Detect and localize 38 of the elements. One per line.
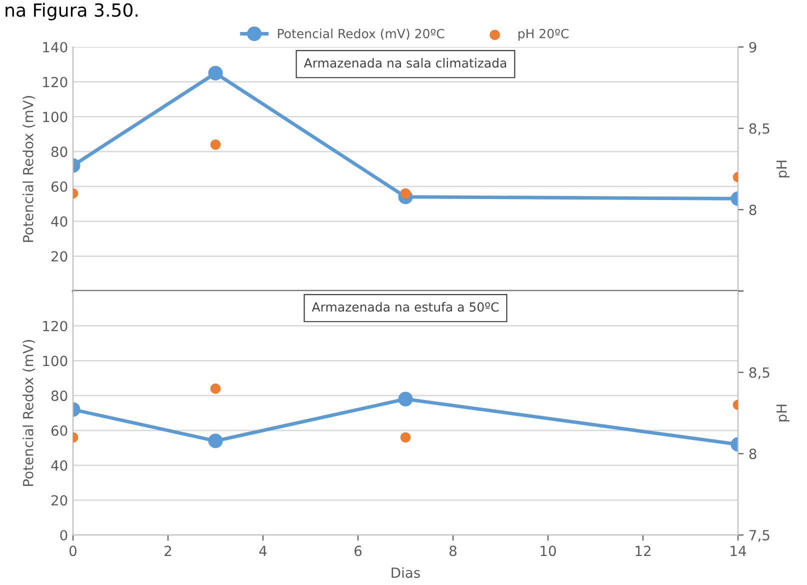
y-tick-label: 100 (43, 112, 68, 122)
y2-tick-label: 8,5 (749, 123, 770, 136)
x-tick-label: 12 (636, 546, 650, 556)
y-tick-label: 20 (51, 495, 68, 506)
x-tick-label: 2 (164, 546, 172, 556)
y2-tick-label: 8 (749, 448, 756, 460)
y-tick-label: 140 (43, 42, 68, 52)
y2-tick-label: 9 (749, 42, 756, 52)
y-tick-label: 0 (60, 530, 68, 540)
text: Armazenada na estufa a 50ºC (312, 302, 499, 312)
y-tick-label: 120 (43, 76, 68, 88)
legend-label: Potencial Redox (mV) 20ºC (278, 28, 444, 40)
y-tick-label: 40 (51, 460, 68, 471)
text: Armazenada na sala climatizada (304, 58, 506, 68)
y-tick-label: 60 (51, 425, 68, 436)
y-tick-label: 80 (51, 390, 68, 402)
x-axis-title: Dias (392, 567, 420, 578)
x-tick-label: 8 (450, 546, 456, 556)
y2-axis-title: pH (776, 160, 790, 178)
y2-tick-label: 8,5 (749, 367, 770, 380)
y-axis-title: Potencial Redox (mV) (22, 96, 36, 242)
y-tick-label: 60 (51, 181, 68, 192)
y-tick-label: 120 (43, 320, 68, 332)
x-tick-label: 14 (730, 546, 746, 556)
y2-tick-label: 8 (749, 204, 756, 216)
x-tick-label: 6 (354, 546, 362, 556)
y2-tick-label: 7,5 (750, 530, 770, 542)
x-tick-label: 10 (540, 546, 556, 556)
x-tick-label: 0 (69, 546, 76, 556)
legend-label: pH 20ºC (518, 28, 569, 41)
y-tick-label: 40 (51, 216, 68, 227)
y-tick-label: 80 (51, 146, 68, 158)
y-axis-title: Potencial Redox (mV) (22, 340, 36, 486)
y-tick-label: 100 (43, 356, 68, 366)
y-tick-label: 20 (51, 251, 68, 262)
y2-axis-title: pH (776, 404, 790, 422)
text: na Figura 3.50. (6, 2, 138, 20)
x-tick-label: 4 (259, 546, 267, 556)
